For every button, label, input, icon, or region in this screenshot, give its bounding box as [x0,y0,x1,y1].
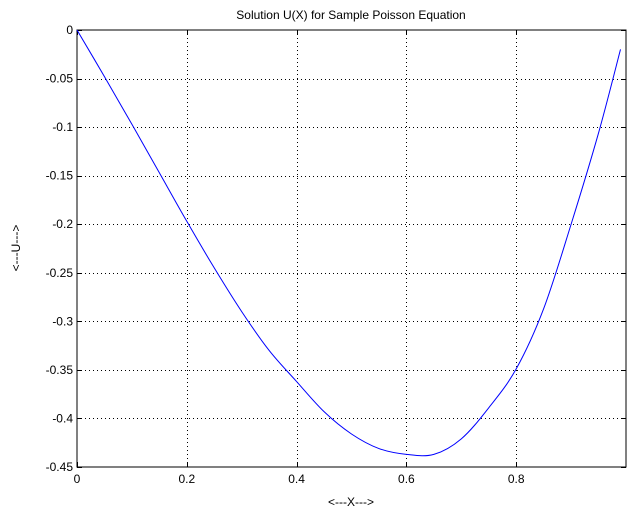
chart-title: Solution U(X) for Sample Poisson Equatio… [236,8,465,22]
plot-frame [76,29,627,468]
axis-ticks: 0 0.2 0.4 0.6 0.8 0 -0.05 -0.1 -0.15 -0.2 -0.25 -0.… [46,23,626,486]
y-axis-label: <---U---> [9,225,23,272]
y-tick-label: 0 [66,23,73,37]
y-tick-label: -0.15 [46,169,74,183]
grid [77,30,626,467]
y-tick-label: -0.25 [46,266,74,280]
x-tick-label: 0.6 [398,472,415,486]
series-layer [76,29,621,457]
y-tick-label: -0.45 [46,460,74,474]
series-line [76,29,621,457]
x-axis-label: <---X---> [328,495,374,509]
y-tick-label: -0.05 [46,72,74,86]
x-tick-label: 0.4 [288,472,305,486]
y-tick-label: -0.1 [52,120,73,134]
y-tick-label: -0.35 [46,363,74,377]
x-tick-label: 0 [74,472,81,486]
x-tick-label: 0.8 [508,472,525,486]
y-tick-label: -0.2 [52,217,73,231]
y-tick-label: -0.3 [52,314,73,328]
y-tick-label: -0.4 [52,411,73,425]
x-tick-label: 0.2 [178,472,195,486]
